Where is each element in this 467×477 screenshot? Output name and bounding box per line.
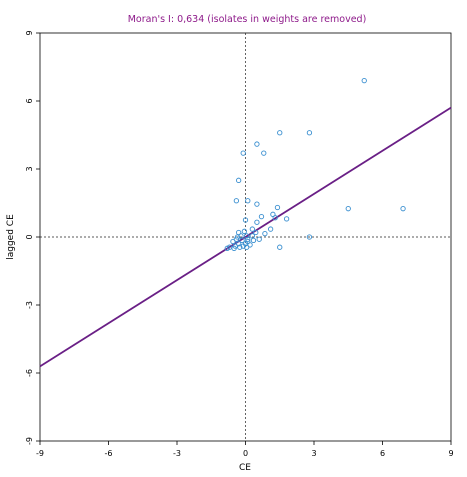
regression-line: [39, 106, 452, 368]
y-tick-label: 0: [25, 234, 34, 239]
data-point: [274, 204, 281, 211]
y-tick-label: 9: [25, 30, 34, 35]
data-point: [345, 206, 351, 212]
x-axis-ticks: -9 -6 -3 0 3 6 9: [36, 441, 454, 458]
data-point: [224, 245, 230, 251]
data-point: [253, 229, 259, 236]
chart-title: Moran's I: 0,634 (isolates in weights ar…: [128, 14, 367, 25]
data-point: [254, 219, 260, 225]
data-point: [262, 230, 268, 237]
data-point: [254, 141, 260, 147]
y-axis-ticks: -9 -6 -3 0 3 6 9: [25, 30, 40, 445]
data-point: [245, 236, 251, 242]
data-point: [267, 226, 274, 232]
data-point: [241, 228, 248, 234]
data-point: [237, 244, 243, 250]
x-tick-label: 3: [311, 449, 316, 458]
data-point: [240, 150, 246, 156]
data-point: [254, 201, 260, 207]
x-tick-label: 6: [380, 449, 385, 458]
data-point: [277, 130, 283, 136]
data-point: [239, 237, 245, 244]
data-point: [283, 216, 290, 222]
y-tick-label: -3: [25, 301, 34, 309]
scatter-points: [224, 77, 406, 251]
data-point: [258, 213, 265, 220]
data-point: [249, 226, 256, 232]
data-point: [400, 206, 406, 212]
data-point: [361, 77, 367, 84]
data-point: [235, 177, 242, 183]
data-point: [277, 244, 283, 250]
data-point: [306, 234, 313, 240]
data-point: [306, 130, 313, 136]
x-tick-label: -9: [36, 449, 44, 458]
data-point: [256, 236, 262, 242]
x-tick-label: 9: [448, 449, 453, 458]
data-point: [231, 245, 237, 251]
data-point: [243, 233, 250, 239]
data-point: [242, 217, 249, 223]
data-point: [272, 215, 278, 221]
y-tick-label: 6: [25, 98, 34, 103]
data-point: [261, 150, 267, 156]
y-tick-label: -6: [25, 369, 34, 377]
x-tick-label: -3: [173, 449, 181, 458]
x-tick-label: -6: [105, 449, 113, 458]
data-point: [230, 238, 236, 245]
y-axis-label: lagged CE: [6, 214, 16, 260]
y-tick-label: -9: [25, 437, 34, 445]
data-point: [250, 237, 257, 244]
data-point: [245, 198, 251, 204]
x-axis-label: CE: [239, 463, 251, 473]
data-point: [240, 243, 246, 249]
y-tick-label: 3: [25, 166, 34, 171]
x-tick-label: 0: [243, 449, 248, 458]
data-point: [233, 198, 240, 204]
data-point: [243, 244, 250, 250]
data-point: [234, 234, 241, 240]
